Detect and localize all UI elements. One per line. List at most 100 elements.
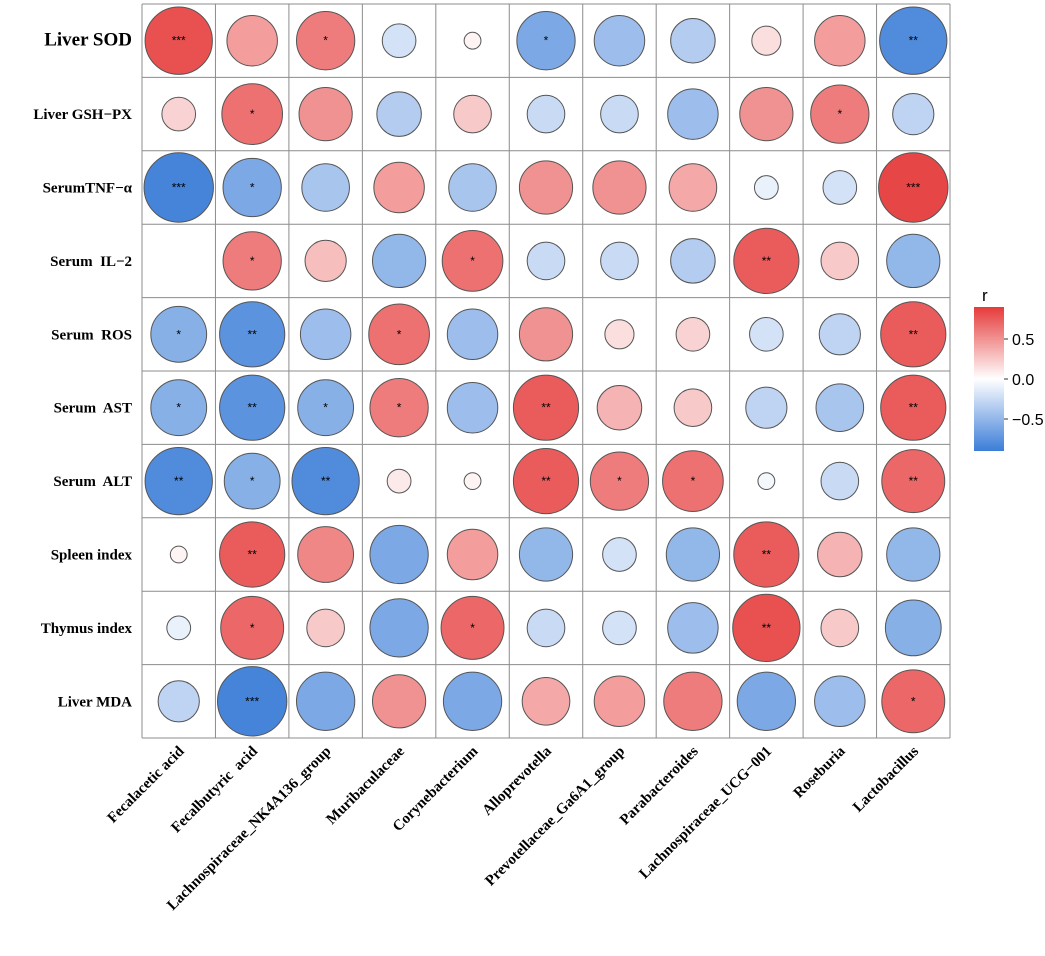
significance-mark: * [470,254,475,268]
correlation-circle [518,527,574,582]
row-label: Serum AST [54,401,132,417]
row-label: Serum ROS [51,327,132,343]
significance-mark: * [691,474,696,488]
correlation-circle [733,521,800,588]
correlation-circle [441,230,504,292]
correlation-circle [143,152,214,223]
correlation-circle [220,595,285,660]
correlation-circle [446,381,499,434]
correlation-circle [216,666,288,737]
correlation-circle [299,308,352,361]
column-label: Lachnospiraceae_NK4A136_group [164,744,334,914]
correlation-circle [753,175,779,200]
correlation-circle [667,88,719,140]
correlation-circle [295,671,356,731]
correlation-circle [219,374,286,441]
correlation-circle [161,96,197,132]
correlation-circle [596,384,643,431]
correlation-circle [879,6,948,75]
correlation-circle [169,545,188,564]
correlation-circle [820,608,860,648]
row-label: Liver GSH−PX [33,107,132,123]
correlation-circle [219,521,286,588]
row-label: Thymus index [41,621,133,637]
correlation-circle [297,379,355,437]
significance-mark: ** [762,548,772,562]
correlation-circle [592,160,647,215]
correlation-circle [675,316,711,352]
correlation-circle [665,527,721,582]
correlation-circle [593,675,646,728]
significance-mark: ** [541,401,551,415]
correlation-circle [749,316,784,352]
significance-mark: *** [172,181,186,195]
significance-mark: * [323,34,328,48]
legend-colorbar [974,307,1004,451]
row-label: Serum IL−2 [50,254,132,270]
significance-mark: * [250,621,255,635]
correlation-circle [386,468,412,494]
legend-ticks: 0.5 0.0 −0.5 [1004,332,1044,429]
column-label: Prevotellaceae_Ga6A1_group [482,744,628,890]
correlation-circle [512,374,580,441]
significance-mark: * [397,401,402,415]
correlation-circle [670,17,716,64]
correlation-circle [673,388,713,428]
correlation-circle [298,86,353,142]
significance-mark: ** [248,401,258,415]
correlation-circle [440,595,505,660]
significance-mark: ** [762,254,772,268]
significance-mark: ** [909,327,919,341]
significance-labels: *** * * *** **** * **** * *** ** * *** ** * * ** **** * **… [172,34,921,709]
column-label: Fecalacetic acid [105,743,188,826]
significance-mark: * [250,107,255,121]
correlation-circle [880,301,947,368]
correlation-circle [602,610,637,646]
correlation-circle [453,94,492,134]
significance-mark: * [837,107,842,121]
correlation-grid [141,3,951,739]
correlation-circle [820,461,860,501]
correlation-circle [166,615,192,641]
correlation-circle [810,84,870,144]
row-label: Liver MDA [58,694,132,710]
correlation-circle [222,157,282,218]
correlation-circle [446,308,499,361]
correlation-circle [219,301,286,368]
row-label: Serum ALT [53,474,132,490]
significance-mark: *** [172,34,186,48]
significance-mark: * [397,327,402,341]
correlation-circle [662,450,724,512]
correlation-circle [371,674,427,729]
correlation-circle [589,451,650,511]
correlation-circle [291,446,360,516]
legend-tick-label: −0.5 [1012,412,1044,429]
significance-mark: * [470,621,475,635]
correlation-circle [600,241,639,281]
significance-mark: ** [248,327,258,341]
significance-mark: *** [906,181,920,195]
column-label: Lactobacillus [850,743,922,815]
correlation-circle [886,233,941,289]
significance-mark: ** [248,548,258,562]
significance-mark: * [617,474,622,488]
correlation-circle [150,379,208,437]
significance-mark: * [323,401,328,415]
correlation-circle [381,23,417,59]
correlation-circle [884,599,942,657]
correlation-circle [516,11,576,71]
correlation-circle [223,452,281,510]
column-label: Roseburia [791,743,849,801]
correlation-circle [373,161,425,214]
correlation-circle [526,608,566,648]
correlation-circle [295,11,356,71]
correlation-circle [297,526,355,583]
significance-mark: ** [909,474,919,488]
significance-mark: *** [245,694,259,708]
significance-mark: * [250,474,255,488]
row-label: Spleen index [51,548,133,564]
correlation-circle [670,238,716,284]
correlation-circle [757,472,776,491]
